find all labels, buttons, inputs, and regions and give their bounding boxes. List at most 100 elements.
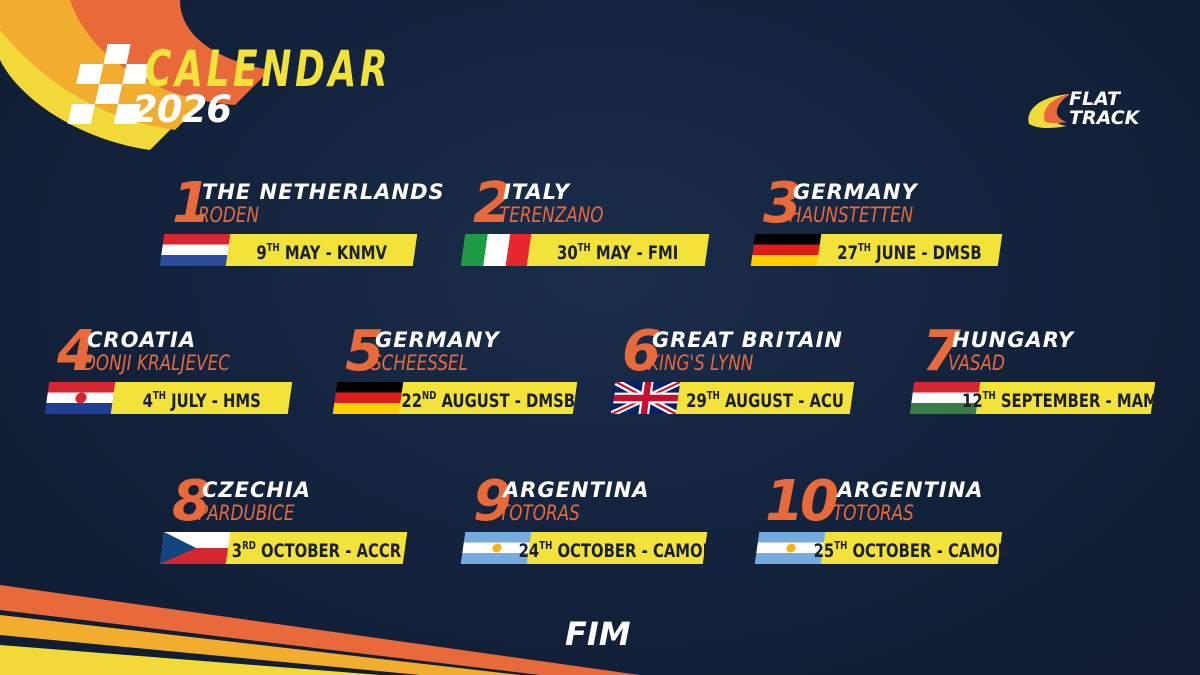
event-city: DONJI KRALJEVEC [83,351,230,375]
event-city: HAUNSTETTEN [789,203,914,227]
season-year: 2026 [132,88,232,131]
event-city: TERENZANO [499,203,604,227]
italy-flag-icon [460,234,534,266]
event-card: 7 HUNGARY VASAD 12TH SEPTEMBER - MAMS [909,322,1200,418]
event-date: 9TH MAY - KNMV [256,237,387,264]
fim-logo: FIM [565,615,631,653]
event-city: KING'S LYNN [648,351,754,375]
event-date-bar: 25TH OCTOBER - CAMOD [813,532,1010,564]
event-card: 4 CROATIA DONJI KRALJEVEC 4TH JULY - HMS [44,322,347,418]
event-number: 7 [922,319,961,384]
event-date: 24TH OCTOBER - CAMOD [519,535,715,562]
event-date: 12TH SEPTEMBER - MAMS [962,385,1168,412]
event-date-bar: 30TH MAY - FMI [526,234,710,266]
event-month-federation: OCTOBER - ACCR [261,539,402,562]
event-month-federation: MAY - FMI [596,241,679,264]
event-date: 29TH AUGUST - ACU [686,385,844,412]
event-number: 5 [345,319,384,384]
event-card: 3 GERMANY HAUNSTETTEN 27TH JUNE - DMSB [750,174,1053,270]
event-day-suffix: TH [833,538,848,552]
event-day: 25 [813,539,834,562]
netherlands-flag-icon [159,234,233,266]
event-day-suffix: TH [578,240,592,254]
event-card: 9 ARGENTINA TOTORAS 24TH OCTOBER - CAMOD [460,472,763,568]
event-month-federation: JULY - HMS [170,389,261,412]
event-day: 22 [401,389,422,412]
event-date-bar: 29TH AUGUST - ACU [675,382,855,414]
event-day-suffix: ND [421,388,437,402]
event-day-suffix: TH [706,388,720,402]
germany-flag-icon [332,382,406,414]
event-country: GERMANY [375,328,500,352]
event-country: ITALY [503,180,571,204]
event-date-bar: 22ND AUGUST - DMSB [398,382,578,414]
event-date-bar: 9TH MAY - KNMV [225,234,418,266]
event-card: 1 THE NETHERLANDS RODEN 9TH MAY - KNMV [159,174,462,270]
event-city: SCHEESSEL [371,351,468,375]
event-day: 27 [837,241,858,264]
czechia-flag-icon [159,532,233,564]
event-date-bar: 3RD OCTOBER - ACCR [225,532,408,564]
germany-flag-icon [750,234,824,266]
event-date: 30TH MAY - FMI [557,237,678,264]
event-date: 22ND AUGUST - DMSB [401,385,575,412]
event-card: 10 ARGENTINA TOTORAS 25TH OCTOBER - CAMO… [754,472,1057,568]
flat-track-logo: FLAT TRACK [1025,90,1155,132]
event-day-suffix: TH [152,388,166,402]
event-number: 1 [172,171,211,236]
event-country: CROATIA [87,328,197,352]
great-britain-flag-icon [609,382,683,414]
event-country: GREAT BRITAIN [652,328,843,352]
event-city: VASAD [948,351,1005,375]
decor-stripe-bottom-2 [0,615,520,675]
flat-track-swoosh-icon [1028,94,1070,128]
event-city: TOTORAS [833,501,914,525]
event-day: 12 [962,389,983,412]
event-month-federation: AUGUST - DMSB [441,389,575,412]
event-day: 30 [557,241,579,264]
event-date-bar: 27TH JUNE - DMSB [816,234,1003,266]
event-date: 4TH JULY - HMS [142,385,260,412]
flat-track-text: FLAT TRACK [1069,88,1140,129]
event-day: 9 [256,241,267,264]
event-city: PARDUBICE [198,501,295,525]
event-day: 3 [231,539,243,562]
croatia-flag-icon [44,382,118,414]
event-day: 24 [518,539,540,562]
event-day-suffix: TH [539,538,553,552]
event-day-suffix: TH [857,240,871,254]
event-card: 6 GREAT BRITAIN KING'S LYNN 29TH AUGUST … [609,322,912,418]
event-number: 9 [473,469,512,534]
event-month-federation: AUGUST - ACU [724,389,844,412]
event-number: 10 [765,469,839,534]
event-date: 27TH JUNE - DMSB [837,237,981,264]
event-country: THE NETHERLANDS [202,180,445,204]
event-number: 4 [57,319,96,384]
event-card: 2 ITALY TERENZANO 30TH MAY - FMI [460,174,763,270]
event-number: 3 [763,171,802,236]
decor-stripe-bottom-3 [0,645,380,675]
page-title: CALENDAR [145,40,392,98]
decor-arc-orange [70,0,270,105]
event-date: 3RD OCTOBER - ACCR [232,535,401,562]
event-day-suffix: TH [266,240,280,254]
event-month-federation: SEPTEMBER - MAMS [1001,389,1169,412]
event-city: TOTORAS [499,501,580,525]
event-country: GERMANY [793,180,918,204]
event-country: ARGENTINA [503,478,650,502]
event-day-suffix: RD [242,538,256,552]
event-country: CZECHIA [202,478,312,502]
event-month-federation: OCTOBER - CAMOD [852,539,1010,562]
event-month-federation: JUNE - DMSB [876,241,982,264]
event-date-bar: 12TH SEPTEMBER - MAMS [962,382,1169,414]
event-day: 29 [686,389,707,412]
event-day-suffix: TH [982,388,996,402]
event-country: HUNGARY [952,328,1075,352]
event-card: 5 GERMANY SCHEESSEL 22ND AUGUST - DMSB [332,322,635,418]
event-day: 4 [142,389,153,412]
event-number: 2 [473,171,512,236]
event-date-bar: 4TH JULY - HMS [110,382,293,414]
event-date-bar: 24TH OCTOBER - CAMOD [519,532,715,564]
